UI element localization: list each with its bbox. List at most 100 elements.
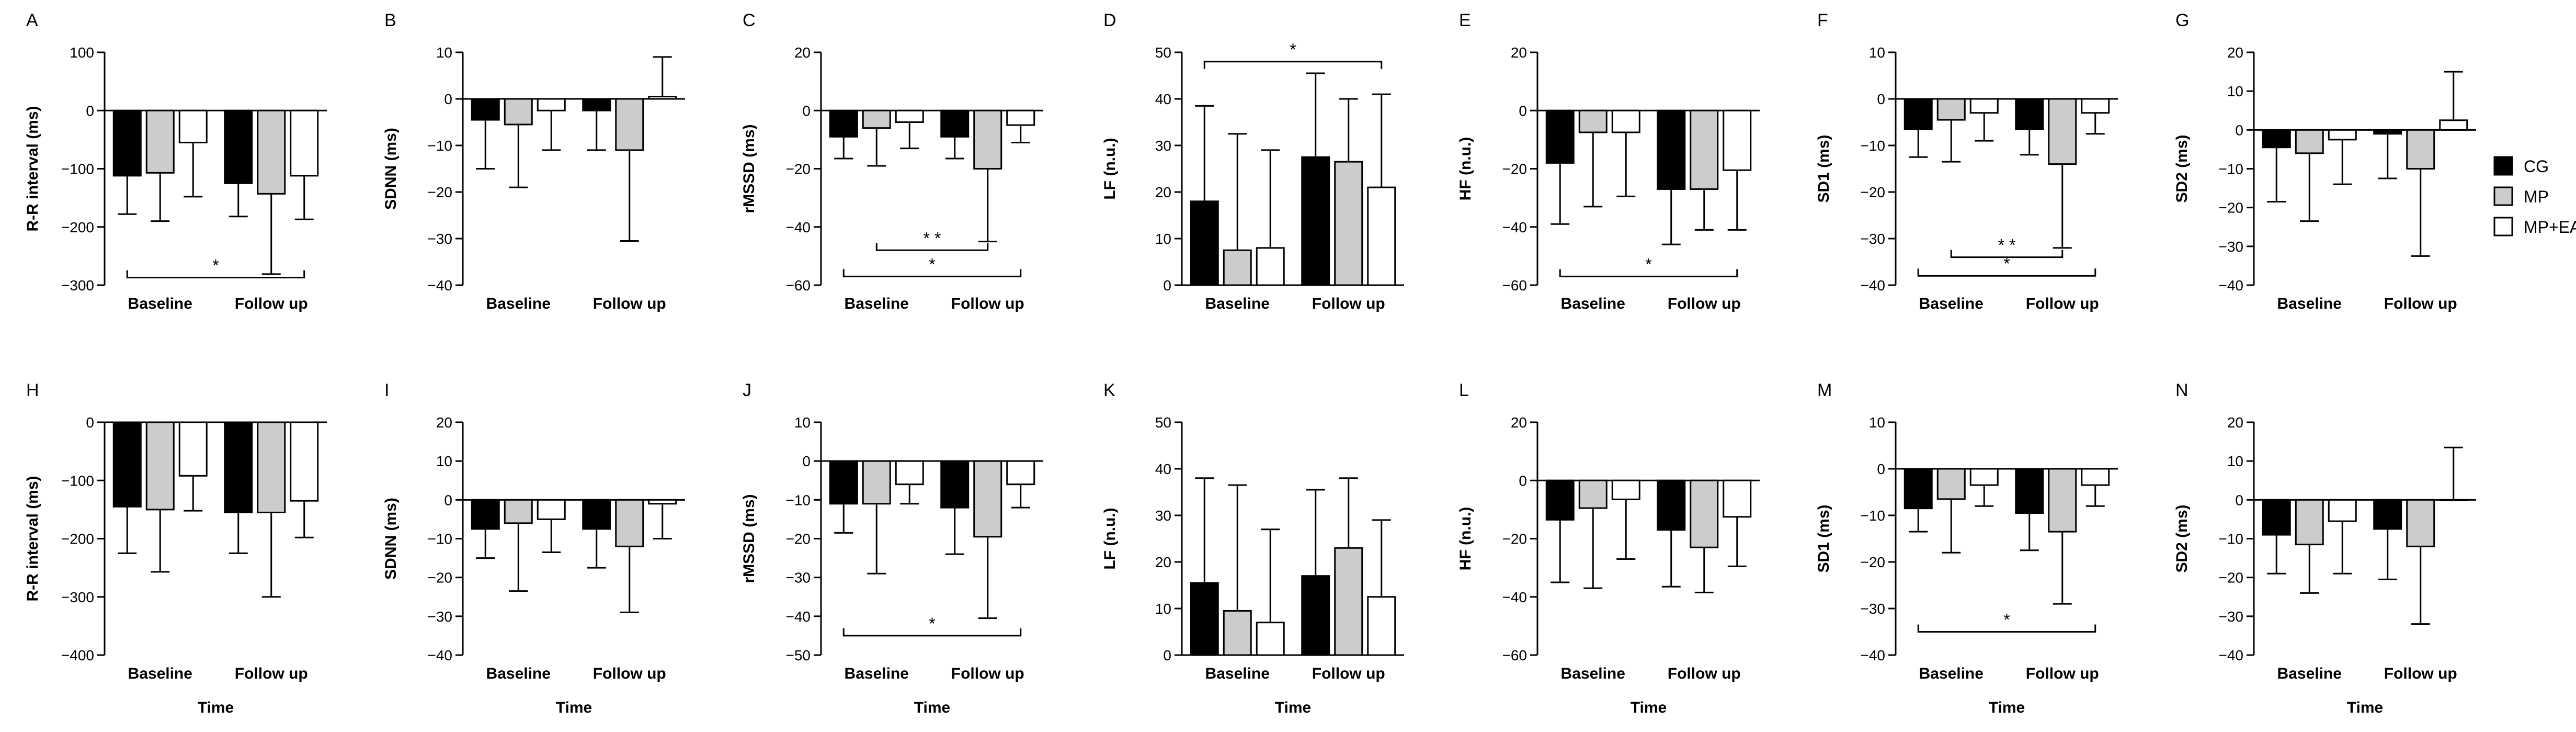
y-axis-label: rMSSD (ms) [740, 494, 758, 583]
y-tick-label: −30 [786, 570, 811, 586]
bar-cg-baseline [829, 460, 858, 505]
bar-cg-baseline [829, 109, 858, 138]
panel-letter: H [26, 380, 39, 400]
x-category-label: Baseline [1205, 295, 1270, 312]
y-tick-label: 10 [794, 414, 811, 431]
x-axis-title: Time [198, 699, 234, 716]
x-category-label: Baseline [486, 665, 551, 682]
panel-letter: F [1817, 10, 1828, 30]
bar-mp-baseline [145, 109, 175, 174]
bar-cg-follow-up [940, 460, 970, 509]
bar-mp-ea-baseline [1611, 109, 1640, 133]
x-category-label: Baseline [845, 665, 909, 682]
x-category-label: Follow up [951, 295, 1024, 312]
panel-letter: K [1103, 380, 1115, 400]
y-tick-label: 0 [444, 492, 452, 508]
y-tick-label: −10 [786, 492, 811, 508]
significance-bracket [1917, 624, 2096, 633]
panel-b: B SDNN (ms) 10 0 −10 −20 −30 −40 Baseline Follow … [382, 10, 685, 312]
bar-cg-baseline [1190, 200, 1219, 286]
x-category-label: Baseline [1919, 665, 1984, 682]
bar-mp-follow-up [2048, 468, 2077, 533]
y-axis-label: LF (n.u.) [1101, 138, 1119, 199]
y-tick-label: −20 [1861, 184, 1886, 200]
y-tick-label: −10 [428, 531, 453, 547]
y-tick-label: 0 [1877, 461, 1885, 477]
significance-marker: * [1645, 255, 1651, 274]
y-tick-label: 20 [2227, 44, 2243, 61]
bar-cg-follow-up [224, 109, 253, 184]
x-axis-title: Time [556, 699, 592, 716]
bar-cg-follow-up [582, 98, 611, 111]
bar-cg-follow-up [2015, 468, 2044, 514]
significance-marker: * [929, 614, 935, 633]
bar-mp-ea-follow-up [2439, 119, 2468, 131]
bar-mp-follow-up [1334, 161, 1363, 286]
y-tick-label: 10 [2227, 453, 2243, 469]
bar-cg-follow-up [2015, 98, 2044, 130]
significance-bracket [126, 270, 305, 279]
bar-mp-ea-follow-up [1367, 596, 1396, 656]
panel-g: G SD2 (ms) 20 10 0 −10 −20 −30 −40 Baseline Follow… [2173, 10, 2476, 312]
bar-cg-baseline [1903, 98, 1933, 130]
y-tick-label: 0 [1163, 647, 1171, 663]
x-category-label: Follow up [2384, 665, 2457, 682]
bar-mp-ea-follow-up [1723, 109, 1752, 171]
bar-mp-ea-baseline [537, 98, 566, 111]
y-tick-label: −30 [1861, 231, 1886, 247]
legend-swatch-cg [2493, 156, 2513, 176]
y-tick-label: −40 [1502, 219, 1528, 235]
x-category-label: Follow up [951, 665, 1024, 682]
legend-swatch-mp-ea [2493, 217, 2513, 237]
x-category-label: Baseline [128, 665, 192, 682]
panel-e: E HF (n.u.) 20 0 −20 −40 −60 Baseline Follow up * [1457, 10, 1760, 312]
y-tick-label: 0 [1163, 277, 1171, 294]
y-tick-label: −200 [61, 219, 94, 235]
bar-mp-ea-baseline [1256, 622, 1285, 656]
panel-letter: L [1459, 380, 1469, 400]
panel-letter: J [743, 380, 751, 400]
panel-d: D LF (n.u.) 50 40 30 20 10 0 Baseline Follow up * [1101, 10, 1404, 312]
y-tick-label: −200 [61, 531, 94, 547]
legend-label: CG [2524, 157, 2549, 176]
bar-mp-ea-baseline [178, 421, 208, 477]
y-tick-label: 10 [1869, 44, 1885, 61]
bar-cg-baseline [1903, 468, 1933, 510]
y-axis-label: SD1 (ms) [1815, 134, 1832, 202]
x-category-label: Follow up [235, 665, 308, 682]
significance-marker: * [1290, 40, 1296, 59]
y-tick-label: −30 [2219, 239, 2244, 255]
bar-cg-baseline [112, 421, 142, 508]
bar-mp-ea-follow-up [1367, 186, 1396, 286]
y-tick-label: −10 [1861, 508, 1886, 524]
panel-letter: I [384, 380, 389, 400]
y-tick-label: 40 [1155, 91, 1171, 107]
y-tick-label: 30 [1155, 138, 1171, 154]
y-tick-label: 50 [1155, 44, 1171, 61]
bar-mp-follow-up [2048, 98, 2077, 165]
legend-label: MP+EA [2524, 218, 2576, 237]
y-tick-label: −30 [428, 609, 453, 625]
x-axis-title: Time [1989, 699, 2025, 716]
x-category-label: Follow up [2384, 295, 2457, 312]
bar-mp-baseline [1936, 468, 1966, 500]
y-tick-label: 0 [802, 453, 811, 469]
bar-mp-baseline [1936, 98, 1966, 121]
significance-bracket [842, 269, 1022, 277]
bar-mp-ea-follow-up [290, 421, 319, 502]
bar-cg-follow-up [1657, 109, 1686, 190]
bar-mp-ea-baseline [1611, 479, 1640, 500]
y-tick-label: −30 [428, 231, 453, 247]
x-category-label: Follow up [2026, 295, 2099, 312]
bar-mp-baseline [1578, 109, 1608, 133]
bar-mp-ea-baseline [2328, 499, 2357, 522]
y-tick-label: 20 [1511, 44, 1527, 61]
y-tick-label: 0 [2235, 122, 2243, 138]
y-tick-label: 10 [436, 453, 452, 469]
x-category-label: Baseline [486, 295, 551, 312]
bar-cg-baseline [2262, 499, 2291, 536]
y-tick-label: −30 [2219, 609, 2244, 625]
legend: CG MP MP+EA [2493, 156, 2576, 237]
bar-mp-ea-baseline [1256, 247, 1285, 286]
